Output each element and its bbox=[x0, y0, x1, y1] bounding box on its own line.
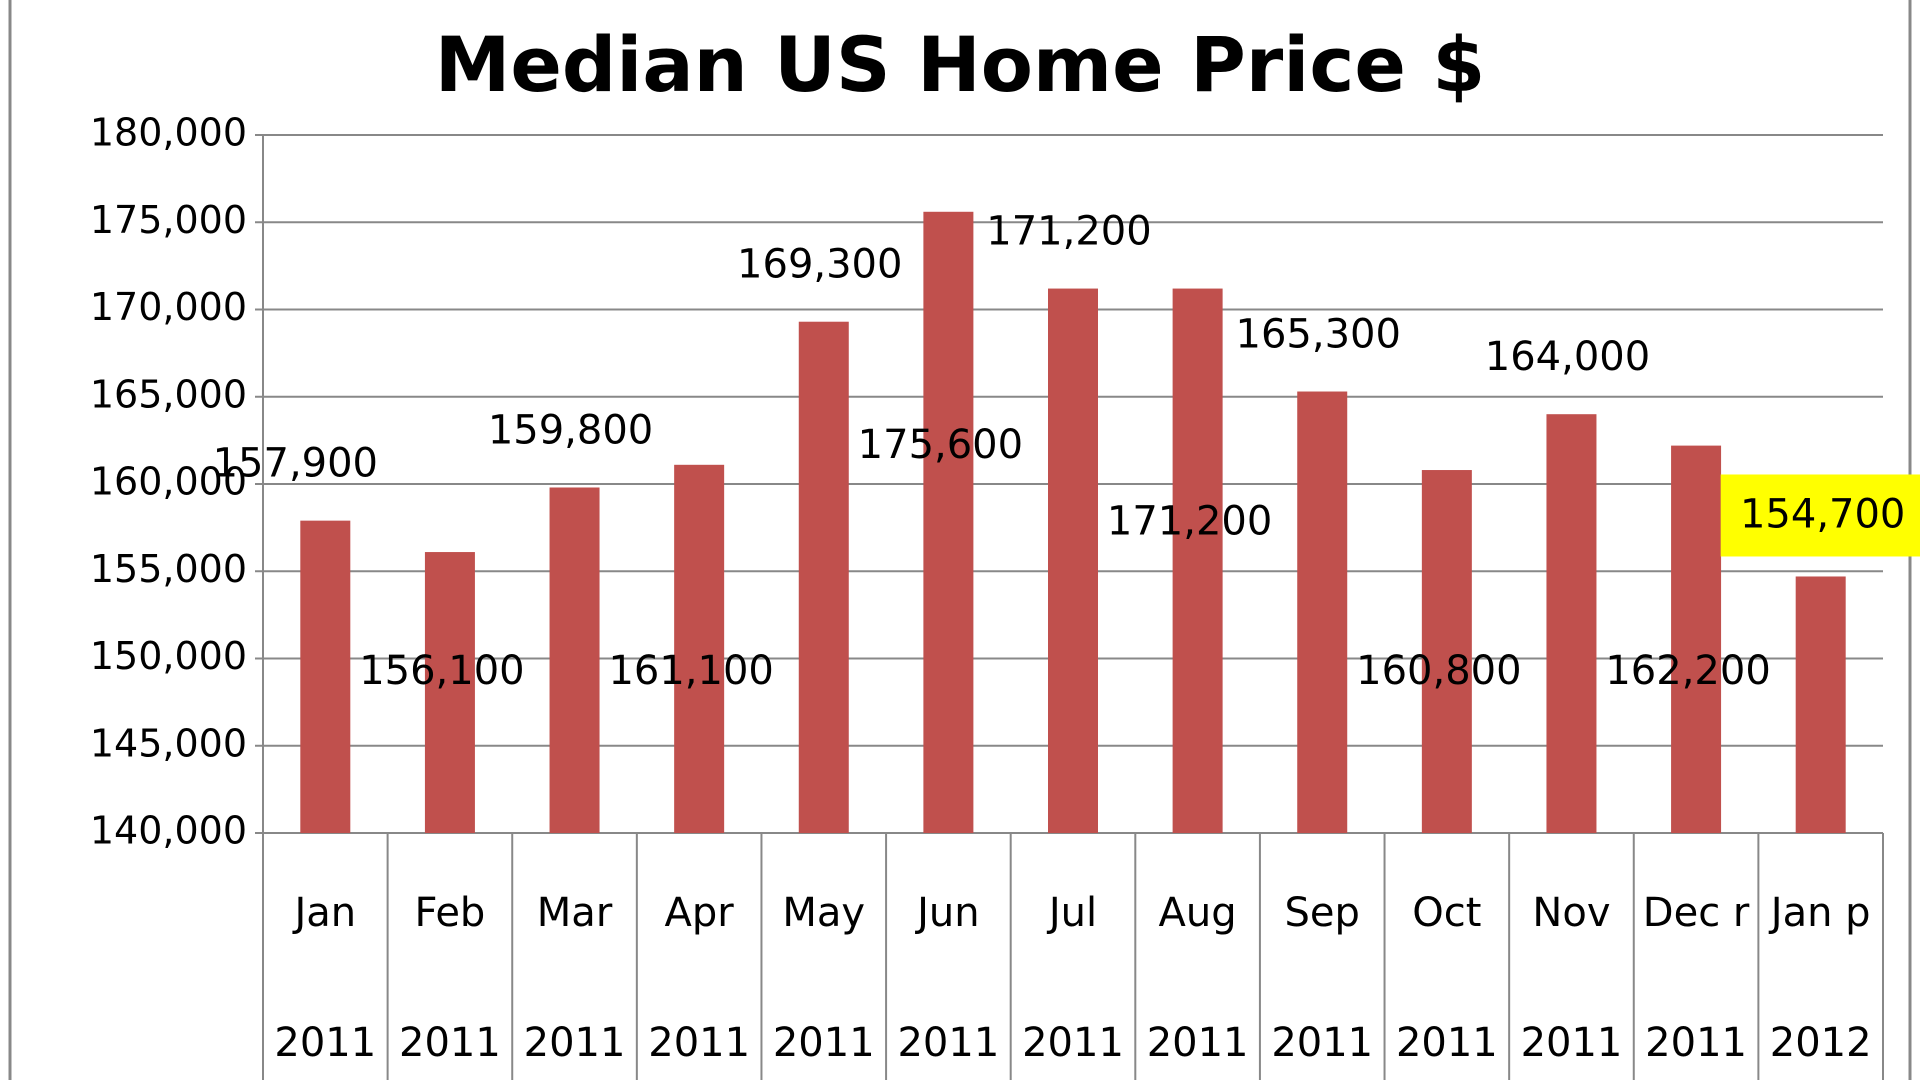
bar bbox=[1546, 414, 1597, 833]
x-tick-label: Jun bbox=[914, 890, 980, 936]
x-tick-group-label: 2011 bbox=[1271, 1020, 1373, 1066]
data-label: 156,100 bbox=[359, 648, 524, 694]
bar bbox=[300, 520, 351, 833]
x-tick-label: Jul bbox=[1046, 890, 1097, 936]
bar bbox=[424, 552, 475, 833]
data-label: 169,300 bbox=[737, 242, 902, 288]
bar bbox=[1671, 445, 1722, 833]
data-label: 161,100 bbox=[608, 648, 773, 694]
x-tick-label: Nov bbox=[1532, 890, 1610, 936]
y-tick-label: 155,000 bbox=[90, 547, 247, 591]
data-label: 154,700 bbox=[1740, 491, 1905, 537]
x-tick-group-label: 2011 bbox=[897, 1020, 999, 1066]
x-tick-label: Feb bbox=[415, 890, 486, 936]
x-tick-label: Dec r bbox=[1643, 890, 1750, 936]
x-tick-group-label: 2012 bbox=[1770, 1020, 1872, 1066]
y-tick-label: 175,000 bbox=[90, 198, 247, 242]
x-tick-group-label: 2011 bbox=[274, 1020, 376, 1066]
data-label: 165,300 bbox=[1236, 312, 1401, 358]
y-tick-label: 160,000 bbox=[90, 460, 247, 504]
data-label: 175,600 bbox=[858, 422, 1023, 468]
y-tick-label: 170,000 bbox=[90, 285, 247, 329]
data-label: 164,000 bbox=[1485, 334, 1650, 380]
x-tick-group-label: 2011 bbox=[1147, 1020, 1249, 1066]
data-label: 159,800 bbox=[488, 407, 653, 453]
data-label: 171,200 bbox=[1107, 499, 1272, 545]
x-tick-label: Jan bbox=[291, 890, 356, 936]
data-label: 157,900 bbox=[213, 441, 378, 487]
x-tick-group-label: 2011 bbox=[1396, 1020, 1498, 1066]
x-tick-group-label: 2011 bbox=[524, 1020, 626, 1066]
bar bbox=[1421, 470, 1472, 833]
data-label: 160,800 bbox=[1356, 648, 1521, 694]
chart-title: Median US Home Price $ bbox=[435, 20, 1486, 109]
x-tick-label: Mar bbox=[537, 890, 613, 936]
y-tick-label: 150,000 bbox=[90, 634, 247, 678]
x-tick-group-label: 2011 bbox=[773, 1020, 875, 1066]
label-highlight bbox=[1720, 474, 1920, 557]
x-tick-group-label: 2011 bbox=[1521, 1020, 1623, 1066]
bar bbox=[923, 211, 974, 833]
bar bbox=[674, 464, 725, 833]
bar bbox=[549, 487, 600, 833]
y-tick-label: 145,000 bbox=[90, 721, 247, 765]
x-tick-group-label: 2011 bbox=[399, 1020, 501, 1066]
data-label: 171,200 bbox=[986, 209, 1151, 255]
bar bbox=[1297, 391, 1348, 833]
data-label: 162,200 bbox=[1605, 648, 1770, 694]
x-tick-label: Jan p bbox=[1768, 890, 1871, 936]
bar bbox=[798, 321, 849, 833]
y-tick-label: 180,000 bbox=[90, 111, 247, 155]
x-tick-label: Oct bbox=[1412, 890, 1481, 936]
x-tick-group-label: 2011 bbox=[1022, 1020, 1124, 1066]
x-tick-label: May bbox=[782, 890, 865, 936]
bar bbox=[1795, 576, 1846, 833]
y-tick-label: 140,000 bbox=[90, 809, 247, 853]
x-tick-group-label: 2011 bbox=[1645, 1020, 1747, 1066]
x-tick-label: Aug bbox=[1159, 890, 1237, 936]
y-tick-label: 165,000 bbox=[90, 372, 247, 416]
x-tick-group-label: 2011 bbox=[648, 1020, 750, 1066]
bar bbox=[1172, 288, 1223, 833]
x-tick-label: Sep bbox=[1285, 890, 1360, 936]
x-tick-label: Apr bbox=[665, 890, 735, 936]
bar bbox=[1048, 288, 1098, 833]
